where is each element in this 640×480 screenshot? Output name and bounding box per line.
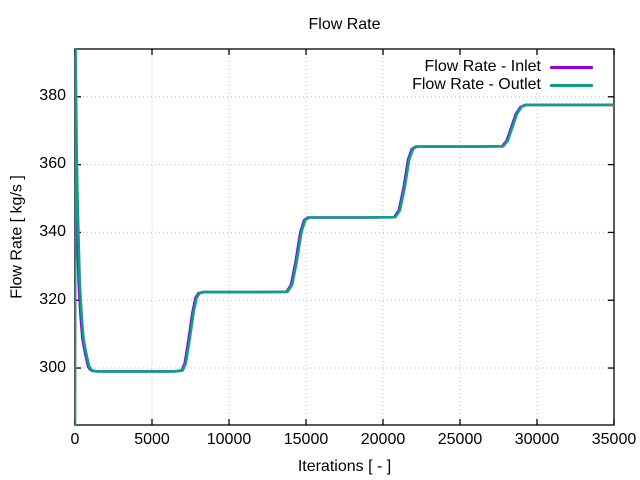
chart-title: Flow Rate: [308, 16, 381, 33]
x-tick-label: 20000: [360, 431, 406, 448]
x-tick-label: 5000: [134, 431, 170, 448]
legend-row: Flow Rate - Outlet: [412, 76, 593, 94]
y-tick-label: 340: [39, 222, 66, 240]
x-tick-label: 35000: [591, 431, 637, 448]
series-line-outlet: [75, 49, 614, 425]
x-tick-label: 30000: [514, 431, 560, 448]
x-tick-label: 10000: [206, 431, 252, 448]
x-tick-label: 25000: [437, 431, 483, 448]
x-tick-label: 0: [70, 431, 80, 448]
y-tick-label: 300: [39, 358, 66, 376]
legend-line-swatch: [550, 65, 593, 69]
y-tick-label: 320: [39, 290, 66, 308]
legend-label: Flow Rate - Inlet: [424, 58, 541, 75]
legend: Flow Rate - Inlet Flow Rate - Outlet: [412, 58, 593, 94]
series-line-inlet: [75, 49, 613, 425]
x-axis-label: Iterations [ - ]: [297, 458, 392, 475]
y-tick-label: 380: [39, 87, 66, 105]
legend-line-swatch: [550, 83, 593, 87]
y-tick-label: 360: [39, 155, 66, 173]
legend-label: Flow Rate - Outlet: [412, 76, 541, 93]
x-tick-label: 15000: [283, 431, 329, 448]
legend-row: Flow Rate - Inlet: [412, 58, 593, 76]
